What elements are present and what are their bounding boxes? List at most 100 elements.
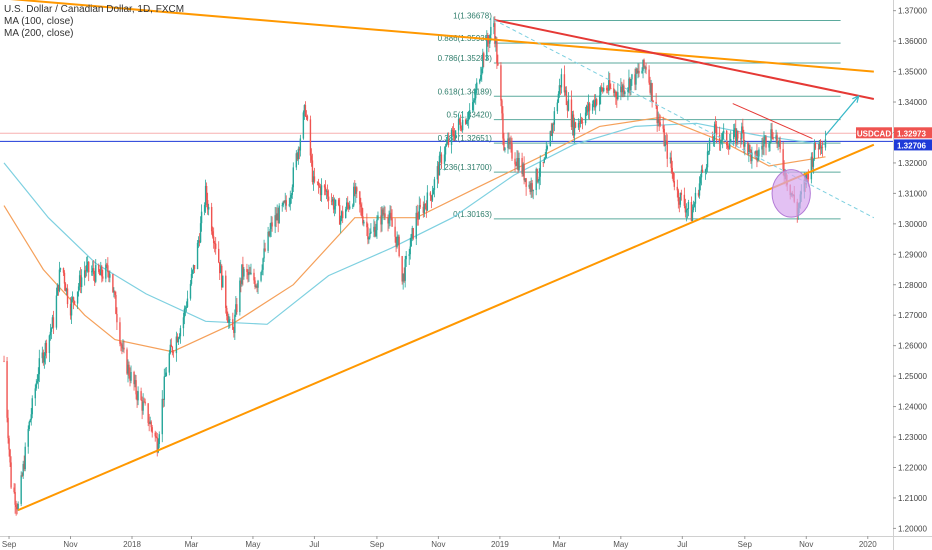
- candle-body: [677, 187, 678, 191]
- candle-body: [67, 289, 68, 305]
- candle-body: [582, 122, 583, 123]
- candle-body: [278, 206, 279, 224]
- candle-body: [638, 71, 639, 74]
- y-tick-label: 1.21000: [898, 494, 927, 503]
- candle-body: [36, 383, 37, 388]
- candle-body: [472, 102, 473, 110]
- candle-body: [6, 361, 7, 418]
- candle-body: [630, 79, 631, 90]
- candle-body: [600, 87, 601, 95]
- candle-body: [585, 113, 586, 124]
- candle-body: [185, 308, 186, 309]
- candle-body: [497, 63, 498, 65]
- candle-body: [123, 348, 124, 350]
- candle-body: [713, 140, 714, 141]
- candle-body: [453, 131, 454, 136]
- candle-body: [678, 190, 679, 201]
- candle-body: [749, 145, 750, 150]
- candle-body: [496, 41, 497, 63]
- candle-body: [552, 124, 553, 136]
- candle-body: [531, 183, 532, 191]
- ma100-line: [4, 117, 826, 352]
- candle-body: [771, 129, 772, 137]
- candle-body: [282, 205, 283, 206]
- candle-body: [115, 295, 116, 314]
- candle-body: [260, 272, 261, 281]
- candle-body: [667, 141, 668, 159]
- candle-body: [187, 299, 188, 307]
- candle-body: [81, 277, 82, 287]
- candle-body: [93, 268, 94, 274]
- candle-body: [432, 194, 433, 200]
- candle-body: [575, 122, 576, 127]
- candle-body: [191, 274, 192, 284]
- candle-body: [427, 192, 428, 210]
- candle-body: [140, 391, 141, 400]
- candle-body: [769, 141, 770, 144]
- candle-body: [765, 137, 766, 148]
- candle-body: [391, 218, 392, 226]
- candle-body: [390, 213, 391, 218]
- candle-body: [169, 353, 170, 372]
- candle-body: [693, 207, 694, 210]
- candle-body: [568, 100, 569, 111]
- candle-body: [681, 193, 682, 195]
- candle-body: [413, 228, 414, 239]
- candle-body: [490, 27, 491, 35]
- candle-body: [95, 265, 96, 282]
- candle-body: [444, 154, 445, 163]
- candle-body: [455, 130, 456, 138]
- candle-body: [35, 388, 36, 398]
- candle-body: [38, 374, 39, 381]
- y-tick-label: 1.37000: [898, 7, 927, 16]
- candle-body: [420, 205, 421, 207]
- candle-body: [59, 270, 60, 291]
- candle-body: [388, 218, 389, 223]
- candle-body: [581, 120, 582, 122]
- candle-body: [651, 83, 652, 101]
- candle-body: [479, 80, 480, 83]
- candle-body: [186, 307, 187, 308]
- candle-body: [469, 110, 470, 113]
- candle-body: [361, 207, 362, 216]
- candle-body: [502, 113, 503, 138]
- candle-body: [662, 126, 663, 129]
- candle-body: [172, 347, 173, 352]
- trendline-red-resistance: [494, 20, 874, 99]
- candle-body: [352, 206, 353, 207]
- candle-body: [511, 144, 512, 159]
- candle-body: [501, 100, 502, 113]
- candle-body: [451, 130, 452, 145]
- candle-body: [101, 267, 102, 277]
- candle-body: [452, 130, 453, 131]
- candle-body: [165, 376, 166, 377]
- candle-body: [714, 124, 715, 140]
- candle-body: [63, 268, 64, 273]
- candle-body: [645, 67, 646, 70]
- candle-body: [156, 436, 157, 437]
- x-tick-label: Jul: [677, 540, 687, 549]
- x-tick-label: Mar: [552, 540, 566, 549]
- candle-body: [197, 243, 198, 269]
- candle-body: [709, 140, 710, 151]
- candle-body: [481, 69, 482, 75]
- candle-body: [687, 209, 688, 210]
- candle-body: [706, 167, 707, 169]
- fib-level-label: 1(1.36678): [453, 11, 492, 20]
- highlight-ellipse: [772, 170, 810, 218]
- y-tick-label: 1.26000: [898, 342, 927, 351]
- candle-body: [557, 103, 558, 112]
- candle-body: [50, 332, 51, 336]
- candle-body: [261, 270, 262, 272]
- candle-body: [722, 133, 723, 140]
- candle-body: [234, 315, 235, 333]
- candle-body: [151, 427, 152, 433]
- candle-body: [356, 187, 357, 191]
- candle-body: [190, 284, 191, 299]
- candle-body: [720, 141, 721, 143]
- time-axis: Sep Nov 2018 Mar May Jul Sep Nov 2019 Mar May Jul Se…: [0, 536, 932, 549]
- drawing-annotations: [4, 0, 874, 510]
- candle-body: [30, 420, 31, 422]
- candle-body: [615, 92, 616, 97]
